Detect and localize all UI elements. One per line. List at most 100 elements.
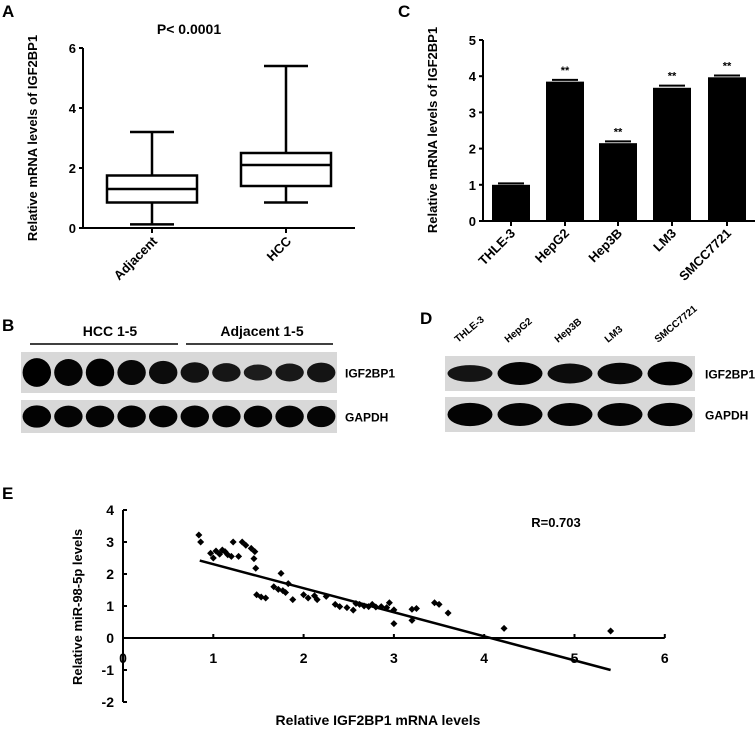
bar-thle-3 — [492, 182, 530, 221]
data-point — [390, 606, 398, 614]
blot-band — [547, 363, 593, 384]
blot-band — [117, 359, 146, 386]
x-tick-label: Adjacent — [111, 233, 161, 283]
y-tick-label: 4 — [106, 502, 114, 518]
y-tick-label: 3 — [469, 105, 476, 120]
blot-band — [447, 365, 493, 382]
blot-band — [547, 403, 593, 426]
significance-marker: ** — [614, 126, 623, 138]
blot-band — [306, 405, 336, 428]
blot-band — [306, 362, 336, 383]
lane-label: HepG2 — [503, 316, 535, 345]
blot-row-gapdh: GAPDH — [21, 400, 388, 433]
data-point — [435, 600, 443, 608]
blot-row-label: IGF2BP1 — [705, 368, 755, 382]
blot-band — [647, 402, 693, 427]
lane-label: Hep3B — [553, 317, 584, 346]
blot-band — [54, 405, 83, 428]
bar — [599, 143, 637, 221]
y-tick-label: 0 — [106, 630, 114, 646]
panel-c-letter: C — [398, 2, 410, 21]
significance-marker: ** — [561, 65, 570, 77]
lane-label: THLE-3 — [453, 314, 487, 345]
y-tick-label: -1 — [102, 662, 115, 678]
blot-band — [243, 364, 273, 381]
data-point — [227, 552, 235, 560]
panel-a-ylabel: Relative mRNA levels of IGF2BP1 — [25, 35, 40, 241]
blot-row-igf2bp1: IGF2BP1 — [21, 352, 395, 393]
y-tick-label: 2 — [469, 142, 476, 157]
y-tick-label: 1 — [106, 598, 114, 614]
x-tick-label: 4 — [480, 650, 488, 666]
blot-band — [497, 403, 543, 426]
lane-label: LM3 — [603, 324, 626, 346]
bar-hepg2: ** — [546, 65, 584, 221]
data-point — [360, 602, 368, 610]
box — [239, 151, 333, 188]
x-tick-label: 5 — [571, 650, 579, 666]
x-tick-label: 0 — [119, 650, 127, 666]
blot-row-label: IGF2BP1 — [345, 367, 395, 381]
blot-band — [117, 405, 146, 428]
data-point — [277, 569, 285, 577]
data-point — [372, 603, 380, 611]
y-tick-label: 6 — [69, 41, 76, 56]
data-point — [408, 616, 416, 624]
panel-a-letter: A — [2, 2, 14, 21]
group-label-adjacent: Adjacent 1-5 — [220, 323, 303, 339]
y-tick-label: -2 — [102, 694, 115, 710]
blot-band — [180, 362, 210, 383]
data-point — [607, 627, 615, 635]
panel-e-letter: E — [2, 484, 13, 503]
bar — [546, 81, 584, 221]
x-tick-label: 1 — [209, 650, 217, 666]
blot-band — [243, 405, 273, 428]
x-tick-label: SMCC7721 — [676, 226, 734, 284]
y-tick-label: 0 — [469, 214, 476, 229]
bar — [653, 87, 691, 221]
data-point — [197, 538, 205, 546]
data-point — [408, 605, 416, 613]
data-point — [284, 580, 292, 588]
blot-row-gapdh: GAPDH — [445, 397, 748, 432]
y-tick-label: 2 — [106, 566, 114, 582]
panel-b-western-blot: HCC 1-5 Adjacent 1-5 IGF2BP1 GAPDH — [21, 323, 395, 433]
box-adjacent — [105, 130, 199, 226]
bar-hep3b: ** — [599, 126, 637, 221]
blot-band — [22, 405, 52, 428]
blot-band — [54, 359, 83, 386]
x-tick-label: 6 — [661, 650, 669, 666]
blot-row-label: GAPDH — [705, 409, 748, 423]
blot-band — [275, 405, 304, 428]
bar — [708, 77, 746, 221]
panel-e-ylabel: Relative miR-98-5p levels — [70, 529, 85, 685]
blot-band — [85, 358, 115, 387]
blot-band — [447, 402, 493, 427]
blot-band — [22, 358, 52, 387]
data-point — [262, 594, 270, 602]
panel-a-boxplot: P< 0.0001 Relative mRNA levels of IGF2BP… — [25, 21, 355, 283]
significance-marker: ** — [668, 71, 677, 83]
y-tick-label: 3 — [106, 534, 114, 550]
panel-a-title: P< 0.0001 — [157, 21, 221, 37]
panel-c-barchart: Relative mRNA levels of IGF2BP1 0 1 2 3 4 5 TH… — [425, 27, 755, 284]
blot-band — [212, 363, 241, 382]
data-point — [390, 620, 398, 628]
data-point — [257, 593, 265, 601]
x-tick-label: HepG2 — [532, 226, 572, 266]
x-tick-label: 3 — [390, 650, 398, 666]
panel-e-scatter: R=0.703 Relative miR-98-5p levels Relati… — [70, 502, 669, 728]
blot-band — [180, 405, 210, 428]
panel-d-letter: D — [420, 309, 432, 328]
trend-line — [199, 559, 611, 672]
panel-d-western-blot: THLE-3 HepG2 Hep3B LM3 SMCC7721 IGF2BP1 GAPDH — [445, 303, 755, 432]
data-point — [229, 538, 237, 546]
x-tick-label: 2 — [300, 650, 308, 666]
data-point — [349, 606, 357, 614]
data-point — [242, 541, 250, 549]
panel-e-xlabel: Relative IGF2BP1 mRNA levels — [276, 712, 481, 728]
data-point — [235, 552, 243, 560]
data-point — [251, 548, 259, 556]
blot-band — [647, 361, 693, 386]
